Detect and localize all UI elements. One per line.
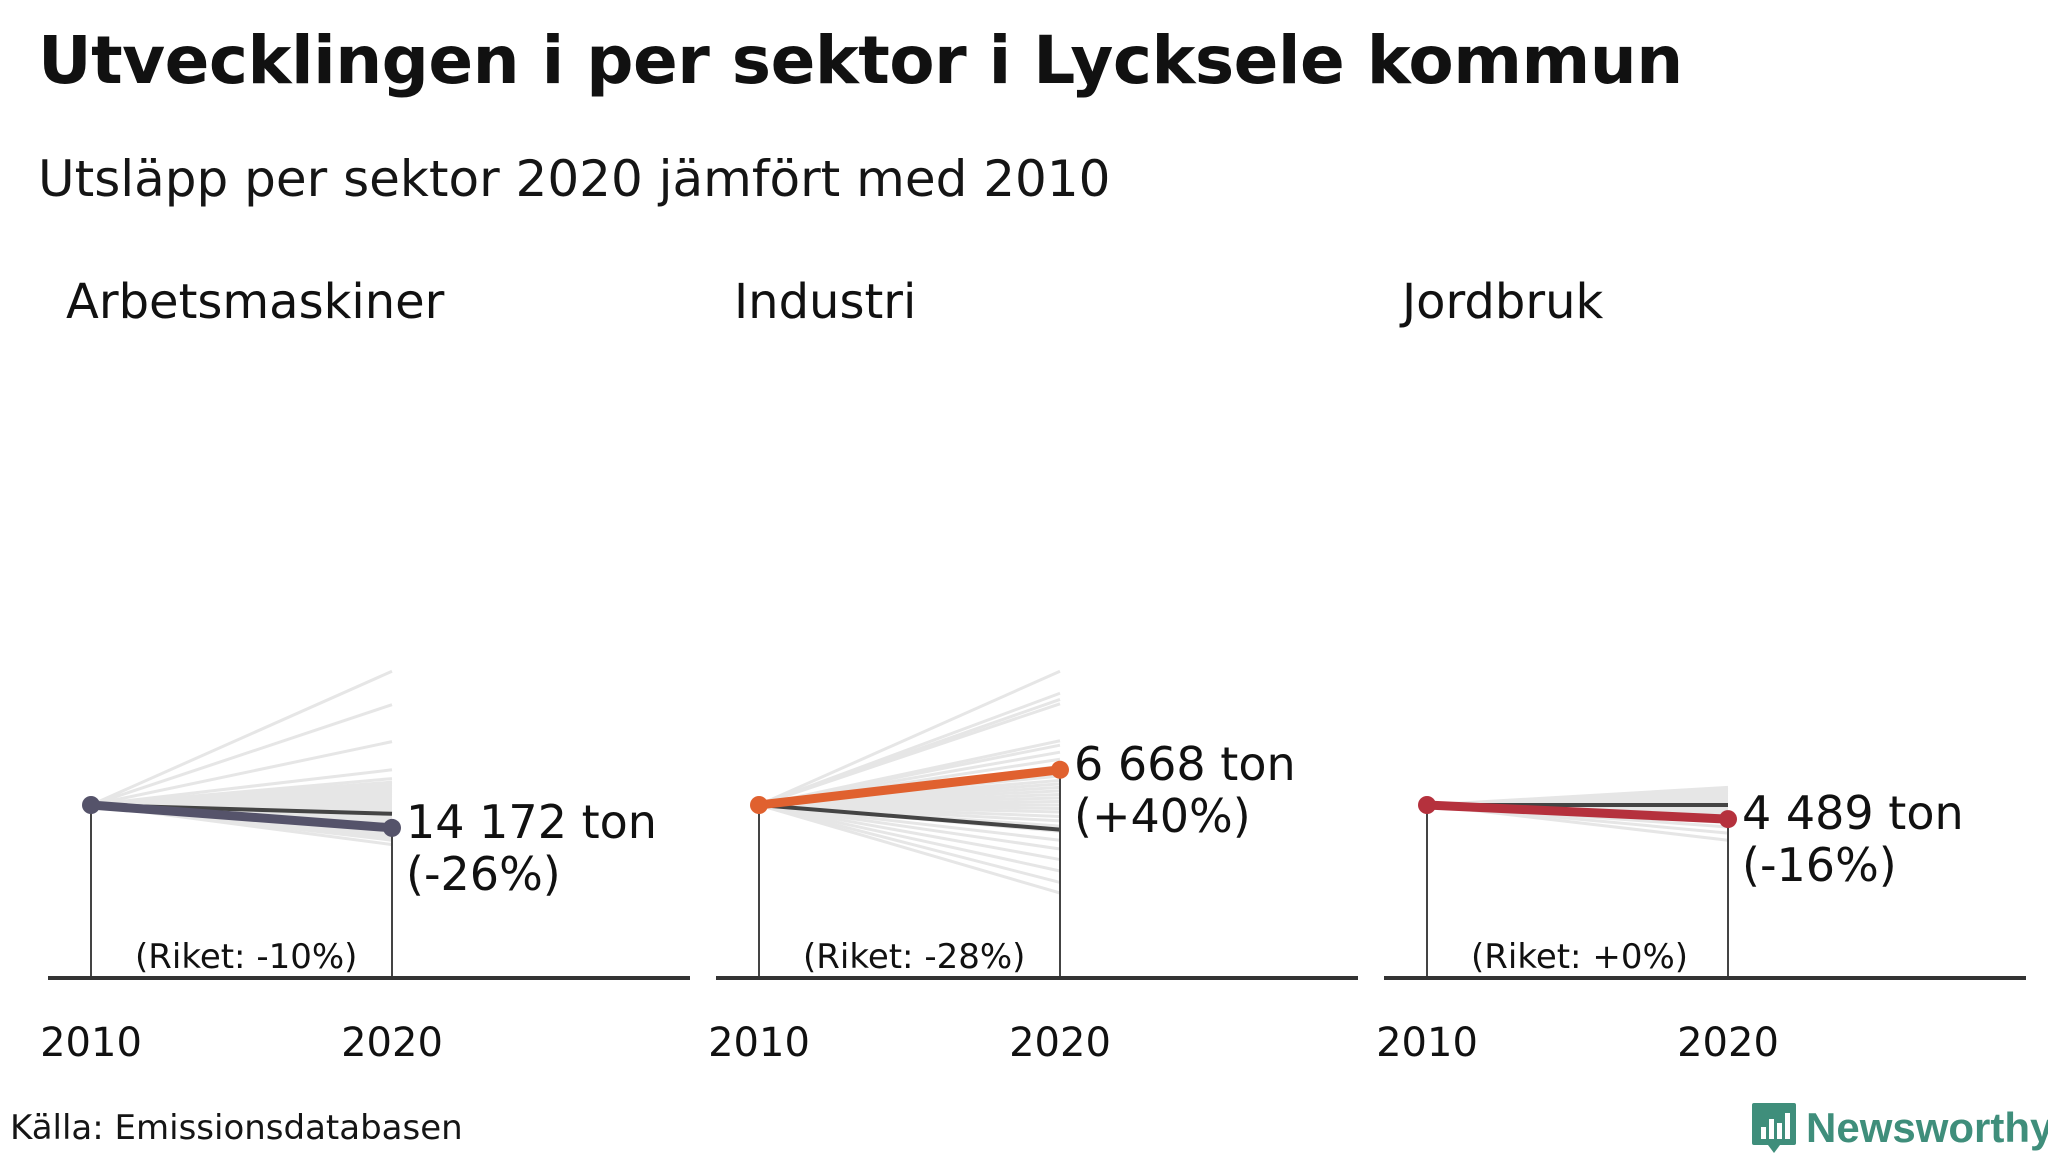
background-line [758,803,1061,862]
value-label: 4 489 ton [1742,786,1964,840]
background-line [758,803,1061,895]
value-label: 14 172 ton [406,795,657,849]
highlight-line [754,765,1065,810]
background-line [758,803,1061,873]
background-line [90,740,393,807]
tick-label-2020: 2020 [1677,1020,1779,1066]
panel-title: Arbetsmaskiner [66,274,445,330]
point-2010 [1418,796,1436,814]
panel-title: Jordbruk [1399,274,1604,330]
point-2020 [1719,810,1737,829]
tick-label-2020: 2020 [341,1020,443,1066]
point-2010 [750,796,768,814]
national-note: (Riket: +0%) [1471,937,1688,977]
background-line [758,669,1061,807]
panel-industri: Industri 6 668 ton(+40%) (Riket: -28%) 2010… [708,274,1358,1066]
background-line [90,669,393,807]
point-2020 [1051,760,1069,779]
value-label: 6 668 ton [1074,737,1296,791]
national-line [758,803,1061,832]
panel-title: Industri [734,274,916,330]
tick-label-2020: 2020 [1009,1020,1111,1066]
change-label: (-26%) [406,847,561,901]
chart-subtitle: Utsläpp per sektor 2020 jämfört med 2010 [38,150,1111,208]
tick-label-2010: 2010 [1376,1020,1478,1066]
brand: Newsworthy [1750,1098,2048,1158]
tick-label-2010: 2010 [40,1020,142,1066]
panel-arbetsmaskiner: Arbetsmaskiner 14 172 ton(-26%) (Riket: -1… [40,274,690,1066]
background-line [758,803,1061,884]
tick-label-2010: 2010 [708,1020,810,1066]
panel-jordbruk: Jordbruk 4 489 ton(-16%) (Riket: +0%) 2010 2… [1376,274,2026,1066]
national-note: (Riket: -10%) [135,937,357,977]
change-label: (+40%) [1074,789,1251,843]
background-line [758,702,1061,807]
highlight-line [86,800,397,833]
chart-title: Utvecklingen i per sektor i Lycksele kom… [38,22,1683,99]
change-label: (-16%) [1742,838,1897,892]
point-2020 [383,818,401,837]
brand-name: Newsworthy [1806,1104,2048,1151]
background-line [90,703,393,807]
highlight-line [1422,800,1733,824]
background-line [758,803,1061,851]
point-2010 [82,796,100,814]
newsworthy-logo-icon [1752,1103,1796,1153]
national-note: (Riket: -28%) [803,937,1025,977]
source-note: Källa: Emissionsdatabasen [10,1108,463,1148]
